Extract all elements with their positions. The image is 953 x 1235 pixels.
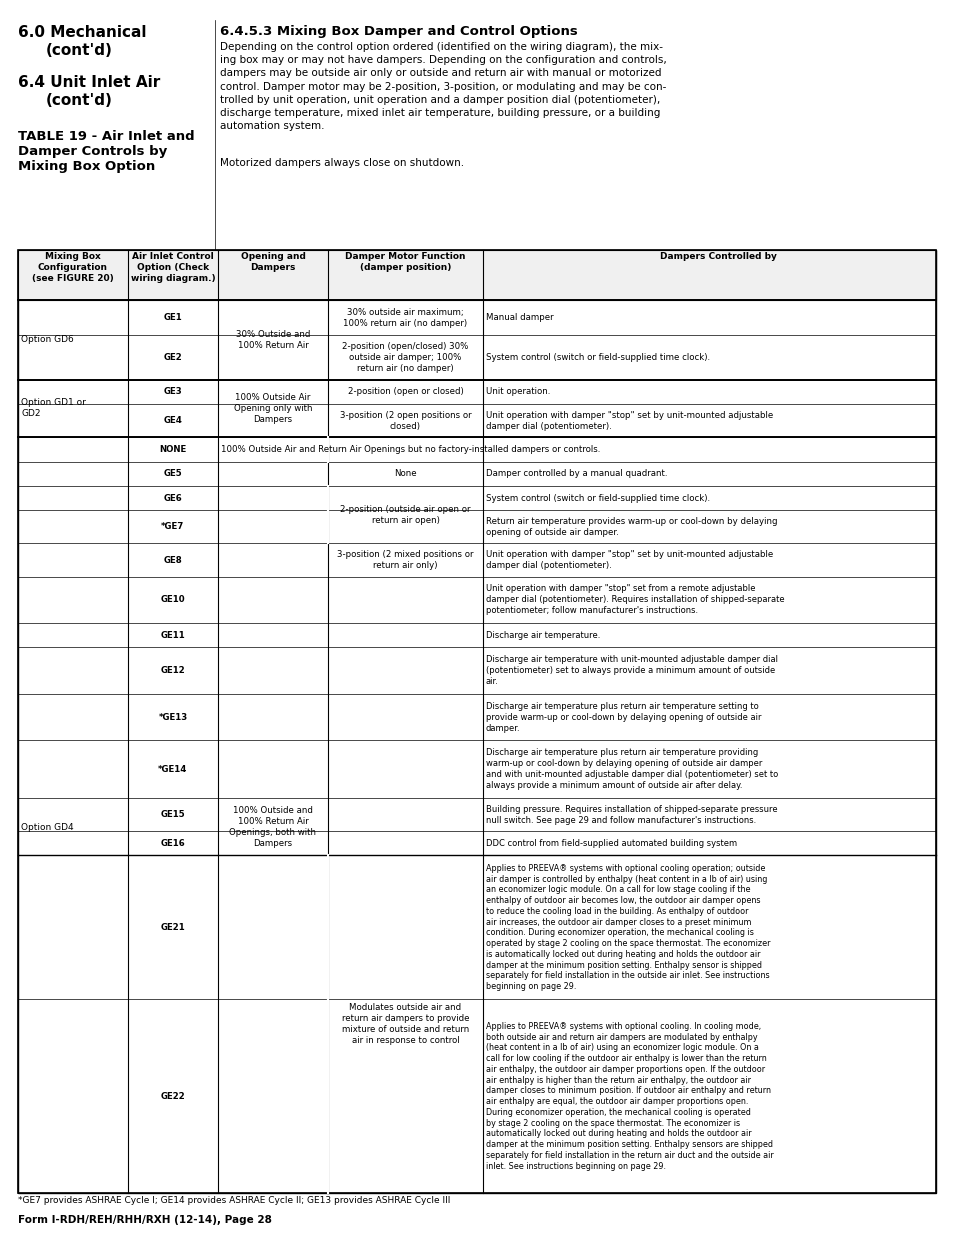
Text: 30% Outside and
100% Return Air: 30% Outside and 100% Return Air	[235, 330, 310, 350]
Text: System control (switch or field-supplied time clock).: System control (switch or field-supplied…	[485, 353, 709, 362]
Text: Building pressure. Requires installation of shipped-separate pressure
null switc: Building pressure. Requires installation…	[485, 804, 777, 825]
Text: Unit operation with damper "stop" set by unit-mounted adjustable
damper dial (po: Unit operation with damper "stop" set by…	[485, 550, 773, 571]
Text: Mixing Box Option: Mixing Box Option	[18, 161, 155, 173]
Text: Damper Motor Function
(damper position): Damper Motor Function (damper position)	[345, 252, 465, 272]
Text: DDC control from field-supplied automated building system: DDC control from field-supplied automate…	[485, 839, 737, 847]
Text: Manual damper: Manual damper	[485, 314, 553, 322]
Text: Option GD4: Option GD4	[21, 823, 73, 832]
Text: Applies to PREEVA® systems with optional cooling. In cooling mode,
both outside : Applies to PREEVA® systems with optional…	[485, 1021, 773, 1171]
Text: Unit operation with damper "stop" set by unit-mounted adjustable
damper dial (po: Unit operation with damper "stop" set by…	[485, 410, 773, 431]
Text: *GE14: *GE14	[158, 764, 188, 773]
Text: *GE7: *GE7	[161, 522, 185, 531]
Text: 2-position (open/closed) 30%
outside air damper; 100%
return air (no damper): 2-position (open/closed) 30% outside air…	[342, 342, 468, 373]
Bar	[18, 249, 935, 1193]
Text: Opening and
Dampers: Opening and Dampers	[240, 252, 305, 272]
Text: 6.4.5.3 Mixing Box Damper and Control Options: 6.4.5.3 Mixing Box Damper and Control Op…	[220, 25, 578, 38]
Text: *GE7 provides ASHRAE Cycle I; GE14 provides ASHRAE Cycle II; GE13 provides ASHRA: *GE7 provides ASHRAE Cycle I; GE14 provi…	[18, 1195, 450, 1205]
Text: GE12: GE12	[160, 666, 185, 676]
Text: GE2: GE2	[164, 353, 182, 362]
Text: Form I-RDH/REH/RHH/RXH (12-14), Page 28: Form I-RDH/REH/RHH/RXH (12-14), Page 28	[18, 1215, 272, 1225]
Text: 2-position (open or closed): 2-position (open or closed)	[347, 388, 463, 396]
Text: Modulates outside air and
return air dampers to provide
mixture of outside and r: Modulates outside air and return air dam…	[341, 1003, 469, 1045]
Text: 100% Outside and
100% Return Air
Openings, both with
Dampers: 100% Outside and 100% Return Air Opening…	[230, 806, 316, 848]
Text: Depending on the control option ordered (identified on the wiring diagram), the : Depending on the control option ordered …	[220, 42, 666, 131]
Text: Unit operation.: Unit operation.	[485, 388, 550, 396]
Text: 3-position (2 mixed positions or
return air only): 3-position (2 mixed positions or return …	[337, 550, 474, 571]
Text: Discharge air temperature plus return air temperature providing
warm-up or cool-: Discharge air temperature plus return ai…	[485, 748, 778, 790]
Text: Air Inlet Control
Option (Check
wiring diagram.): Air Inlet Control Option (Check wiring d…	[131, 252, 215, 283]
Text: 100% Outside Air
Opening only with
Dampers: 100% Outside Air Opening only with Dampe…	[233, 393, 312, 424]
Text: 6.0 Mechanical: 6.0 Mechanical	[18, 25, 147, 40]
Bar	[18, 249, 935, 1193]
Text: GE22: GE22	[160, 1092, 185, 1100]
Text: GE8: GE8	[164, 556, 182, 564]
Text: Discharge air temperature.: Discharge air temperature.	[485, 631, 599, 640]
Text: TABLE 19 - Air Inlet and: TABLE 19 - Air Inlet and	[18, 130, 194, 143]
Text: Discharge air temperature plus return air temperature setting to
provide warm-up: Discharge air temperature plus return ai…	[485, 701, 760, 732]
Text: Damper controlled by a manual quadrant.: Damper controlled by a manual quadrant.	[485, 469, 667, 478]
Text: Damper Controls by: Damper Controls by	[18, 144, 167, 158]
Text: GE15: GE15	[160, 810, 185, 819]
Text: 3-position (2 open positions or
closed): 3-position (2 open positions or closed)	[339, 410, 471, 431]
Text: Option GD1 or
GD2: Option GD1 or GD2	[21, 399, 86, 419]
Text: 6.4 Unit Inlet Air: 6.4 Unit Inlet Air	[18, 75, 160, 90]
Text: GE1: GE1	[164, 314, 182, 322]
Bar	[18, 249, 935, 300]
Text: Applies to PREEVA® systems with optional cooling operation; outside
air damper i: Applies to PREEVA® systems with optional…	[485, 863, 770, 990]
Text: 100% Outside Air and Return Air Openings but no factory-installed dampers or con: 100% Outside Air and Return Air Openings…	[221, 445, 599, 454]
Text: GE21: GE21	[160, 923, 185, 932]
Text: NONE: NONE	[159, 445, 187, 454]
Text: GE16: GE16	[160, 839, 185, 847]
Text: None: None	[394, 469, 416, 478]
Text: GE5: GE5	[164, 469, 182, 478]
Text: GE6: GE6	[164, 494, 182, 503]
Text: 30% outside air maximum;
100% return air (no damper): 30% outside air maximum; 100% return air…	[343, 308, 467, 327]
Text: System control (switch or field-supplied time clock).: System control (switch or field-supplied…	[485, 494, 709, 503]
Text: Option GD6: Option GD6	[21, 336, 73, 345]
Text: GE3: GE3	[164, 388, 182, 396]
Text: Discharge air temperature with unit-mounted adjustable damper dial
(potentiomete: Discharge air temperature with unit-moun…	[485, 655, 778, 687]
Text: 2-position (outside air open or
return air open): 2-position (outside air open or return a…	[340, 505, 470, 525]
Text: GE10: GE10	[160, 595, 185, 604]
Text: Unit operation with damper "stop" set from a remote adjustable
damper dial (pote: Unit operation with damper "stop" set fr…	[485, 584, 783, 615]
Text: *GE13: *GE13	[158, 713, 188, 721]
Text: Mixing Box
Configuration
(see FIGURE 20): Mixing Box Configuration (see FIGURE 20)	[32, 252, 113, 283]
Text: GE11: GE11	[160, 631, 185, 640]
Text: GE4: GE4	[163, 416, 182, 425]
Text: (cont'd): (cont'd)	[46, 93, 112, 107]
Text: Dampers Controlled by: Dampers Controlled by	[659, 252, 776, 261]
Text: Motorized dampers always close on shutdown.: Motorized dampers always close on shutdo…	[220, 158, 464, 168]
Text: Return air temperature provides warm-up or cool-down by delaying
opening of outs: Return air temperature provides warm-up …	[485, 516, 777, 537]
Text: (cont'd): (cont'd)	[46, 43, 112, 58]
